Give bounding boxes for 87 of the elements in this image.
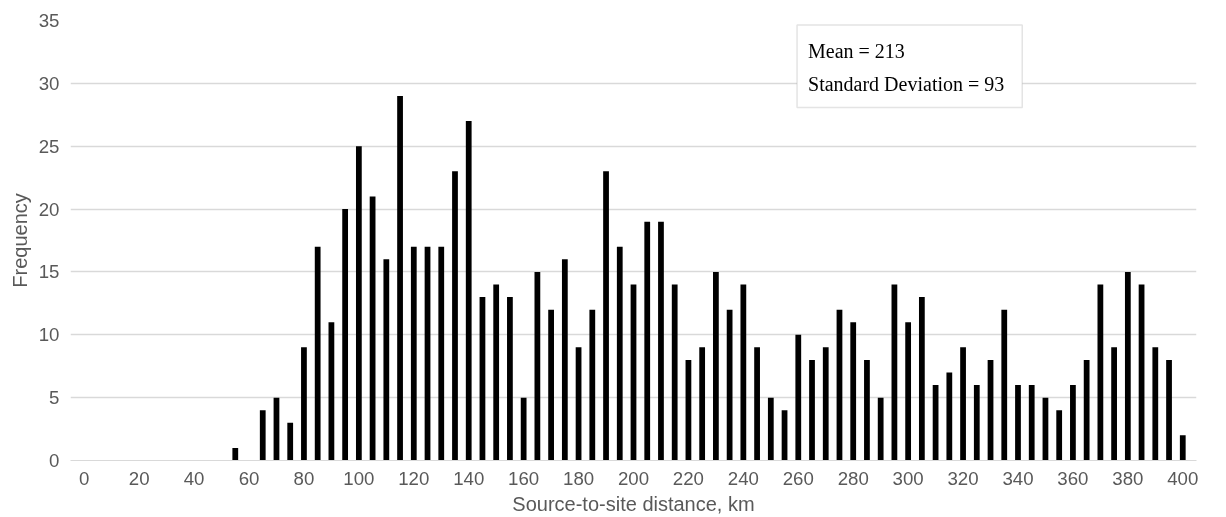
bar xyxy=(603,171,609,461)
bar xyxy=(616,246,623,461)
bar xyxy=(397,95,403,461)
x-tick-label: 400 xyxy=(1167,467,1199,489)
bar xyxy=(973,385,980,461)
bar xyxy=(589,309,596,461)
bar xyxy=(877,397,884,461)
bar xyxy=(534,271,541,461)
x-axis-title: Source-to-site distance, km xyxy=(512,492,755,515)
bar xyxy=(1001,309,1008,461)
x-tick-label: 80 xyxy=(293,467,315,489)
bar xyxy=(232,447,239,461)
bar xyxy=(548,309,554,461)
bar xyxy=(740,284,747,461)
bar xyxy=(1124,271,1131,461)
x-tick-label: 340 xyxy=(1002,467,1034,489)
annotation: Standard Deviation = 93 xyxy=(808,73,1005,96)
bar xyxy=(809,359,815,461)
y-axis-title: Frequency xyxy=(8,193,31,288)
bar xyxy=(1152,347,1159,461)
x-tick-label: 40 xyxy=(183,467,205,489)
bar xyxy=(864,359,870,461)
bar xyxy=(960,347,966,461)
y-tick-label: 10 xyxy=(38,324,60,346)
bar xyxy=(259,410,266,461)
bar xyxy=(726,309,733,461)
bar xyxy=(355,146,362,461)
bar xyxy=(1111,347,1117,461)
bar xyxy=(754,347,760,461)
bar xyxy=(465,121,472,461)
bar xyxy=(410,246,417,461)
x-tick-label: 300 xyxy=(892,467,924,489)
bar xyxy=(644,221,651,461)
bar xyxy=(850,322,857,461)
y-tick-label: 35 xyxy=(38,10,60,31)
bar xyxy=(1179,435,1186,461)
y-tick-label: 20 xyxy=(38,198,60,220)
bar xyxy=(795,334,802,461)
bar xyxy=(658,221,664,461)
y-tick-label: 25 xyxy=(38,135,60,157)
x-tick-label: 180 xyxy=(563,467,595,489)
bar xyxy=(1166,359,1172,461)
bar xyxy=(1097,284,1104,461)
x-tick-label: 240 xyxy=(727,467,759,489)
bar xyxy=(1056,410,1063,461)
bar xyxy=(452,171,458,461)
bar xyxy=(713,271,719,461)
y-tick-label: 30 xyxy=(38,72,60,94)
x-tick-label: 60 xyxy=(238,467,260,489)
bar xyxy=(767,397,774,461)
bar xyxy=(1028,385,1035,461)
bar xyxy=(342,209,349,461)
bar xyxy=(905,322,912,461)
x-tick-label: 360 xyxy=(1057,467,1089,489)
y-tick-label: 0 xyxy=(49,450,60,471)
bar xyxy=(918,297,925,461)
bar xyxy=(438,246,445,461)
x-tick-label: 0 xyxy=(79,467,90,489)
bar xyxy=(1070,385,1076,461)
x-tick-label: 140 xyxy=(453,467,485,489)
x-tick-label: 200 xyxy=(617,467,650,489)
bar xyxy=(946,372,953,461)
x-tick-label: 380 xyxy=(1112,467,1144,489)
bar xyxy=(493,284,500,461)
bar xyxy=(1015,385,1021,461)
bar xyxy=(383,259,390,461)
x-tick-label: 260 xyxy=(782,467,814,489)
x-tick-label: 220 xyxy=(672,467,704,489)
x-tick-label: 100 xyxy=(343,467,375,489)
bar xyxy=(301,347,307,461)
x-tick-label: 320 xyxy=(947,467,979,489)
bar xyxy=(520,397,527,461)
x-tick-label: 280 xyxy=(837,467,869,489)
x-tick-label: 20 xyxy=(128,467,150,489)
bar xyxy=(314,246,321,461)
bar xyxy=(822,347,829,461)
y-tick-label: 5 xyxy=(49,387,60,409)
bar xyxy=(507,297,513,461)
x-tick-label: 160 xyxy=(508,467,540,489)
annotation: Mean = 213 xyxy=(808,40,905,63)
bar xyxy=(287,422,294,461)
x-tick-label: 120 xyxy=(398,467,430,489)
bar xyxy=(671,284,678,461)
bar xyxy=(1083,359,1090,461)
bar xyxy=(561,259,568,461)
y-tick-label: 15 xyxy=(38,261,60,283)
bar xyxy=(699,347,706,461)
